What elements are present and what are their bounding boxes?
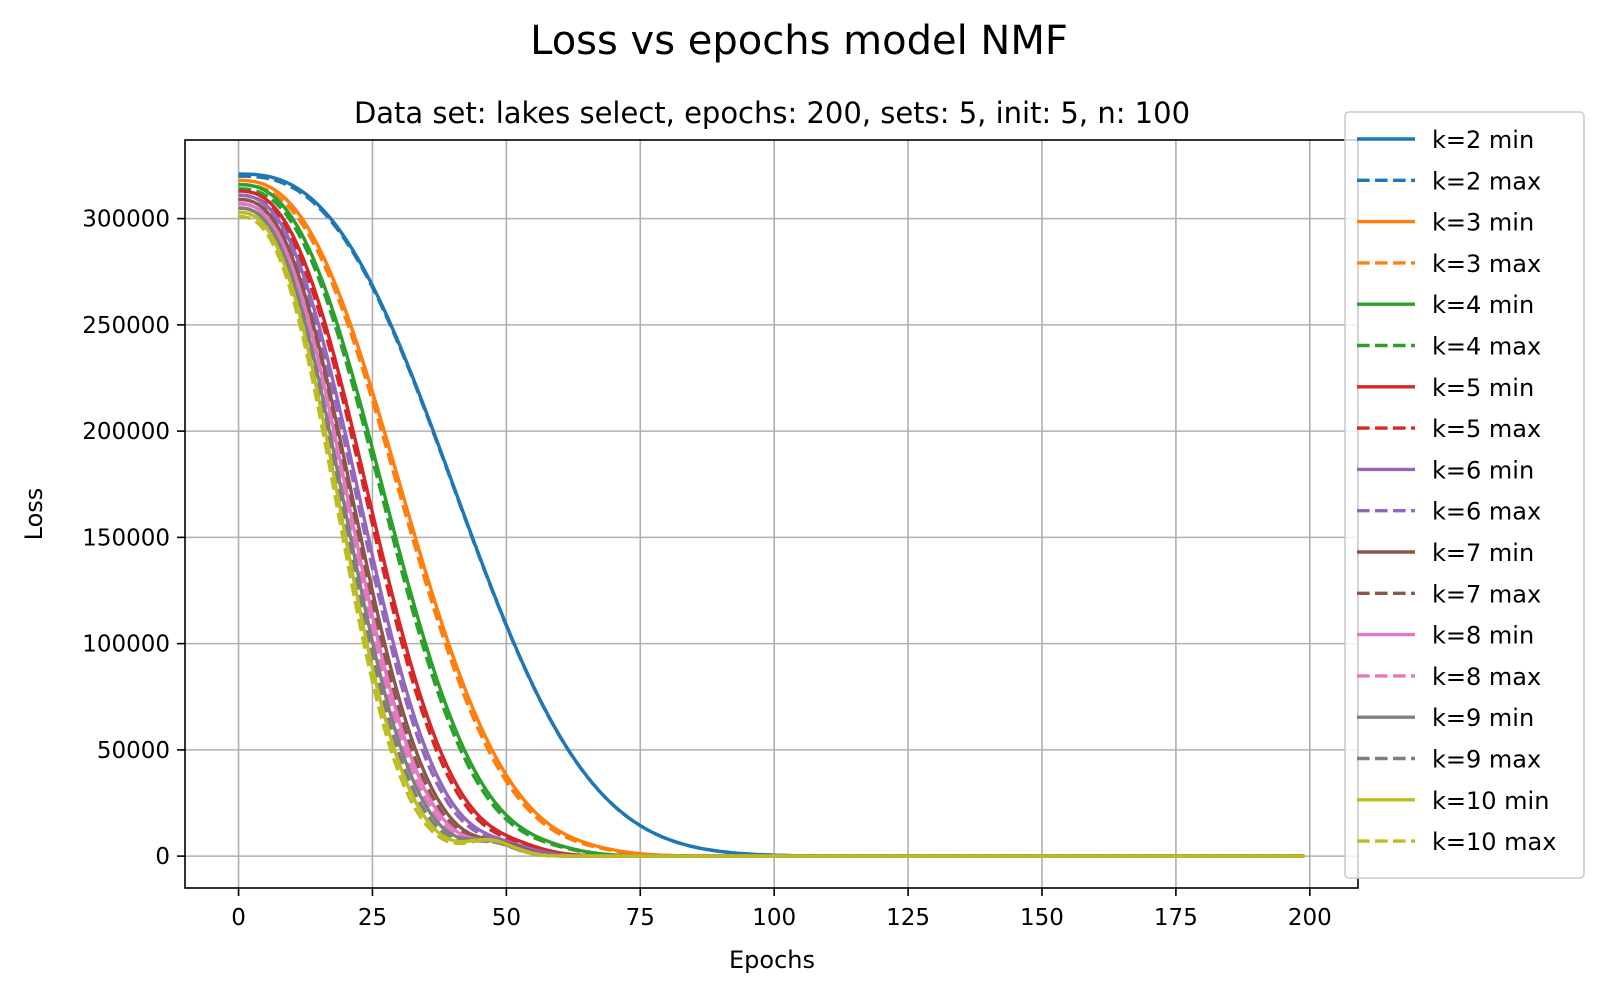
x-tick-label: 100 — [752, 905, 796, 931]
y-tick-label: 250000 — [82, 313, 170, 339]
legend-label: k=2 min — [1432, 126, 1534, 154]
x-tick-label: 200 — [1288, 905, 1332, 931]
legend-label: k=7 max — [1432, 580, 1541, 608]
y-tick-label: 150000 — [82, 525, 170, 551]
legend-label: k=6 max — [1432, 498, 1541, 526]
y-tick-label: 300000 — [82, 207, 170, 233]
y-tick-label: 200000 — [82, 419, 170, 445]
x-tick-label: 125 — [886, 905, 930, 931]
legend-label: k=4 max — [1432, 333, 1541, 361]
ticks: 0 25 50 75 100 125 150 175 200 0 50000 100000 150000… — [82, 207, 1332, 931]
legend-label: k=9 max — [1432, 746, 1541, 774]
legend-label: k=10 min — [1432, 787, 1549, 815]
x-tick-label: 150 — [1020, 905, 1064, 931]
y-axis-label: Loss — [20, 488, 48, 541]
series-lines — [238, 172, 1305, 858]
chart-title: Data set: lakes select, epochs: 200, set… — [354, 96, 1190, 130]
legend: k=2 min k=2 max k=3 min k=3 max k=4 min k=4 m… — [1344, 111, 1585, 879]
x-tick-label: 25 — [358, 905, 387, 931]
legend-label: k=5 min — [1432, 374, 1534, 402]
chart-suptitle: Loss vs epochs model NMF — [530, 18, 1068, 64]
y-tick-label: 50000 — [97, 738, 170, 764]
legend-label: k=5 max — [1432, 415, 1541, 443]
legend-label: k=8 max — [1432, 663, 1541, 691]
y-tick-label: 0 — [155, 844, 170, 870]
legend-label: k=8 min — [1432, 622, 1534, 650]
x-tick-label: 175 — [1154, 905, 1198, 931]
x-tick-label: 75 — [626, 905, 655, 931]
legend-label: k=6 min — [1432, 456, 1534, 484]
legend-label: k=10 max — [1432, 828, 1556, 856]
legend-label: k=7 min — [1432, 539, 1534, 567]
y-tick-label: 100000 — [82, 632, 170, 658]
legend-label: k=9 min — [1432, 704, 1534, 732]
legend-label: k=3 min — [1432, 209, 1534, 237]
x-tick-label: 0 — [231, 905, 246, 931]
legend-label: k=3 max — [1432, 250, 1541, 278]
legend-label: k=4 min — [1432, 291, 1534, 319]
x-axis-label: Epochs — [729, 946, 815, 974]
series-line-k10-max — [238, 214, 1305, 858]
x-tick-label: 50 — [492, 905, 521, 931]
series-line-k10-min — [238, 210, 1305, 858]
legend-label: k=2 max — [1432, 167, 1541, 195]
